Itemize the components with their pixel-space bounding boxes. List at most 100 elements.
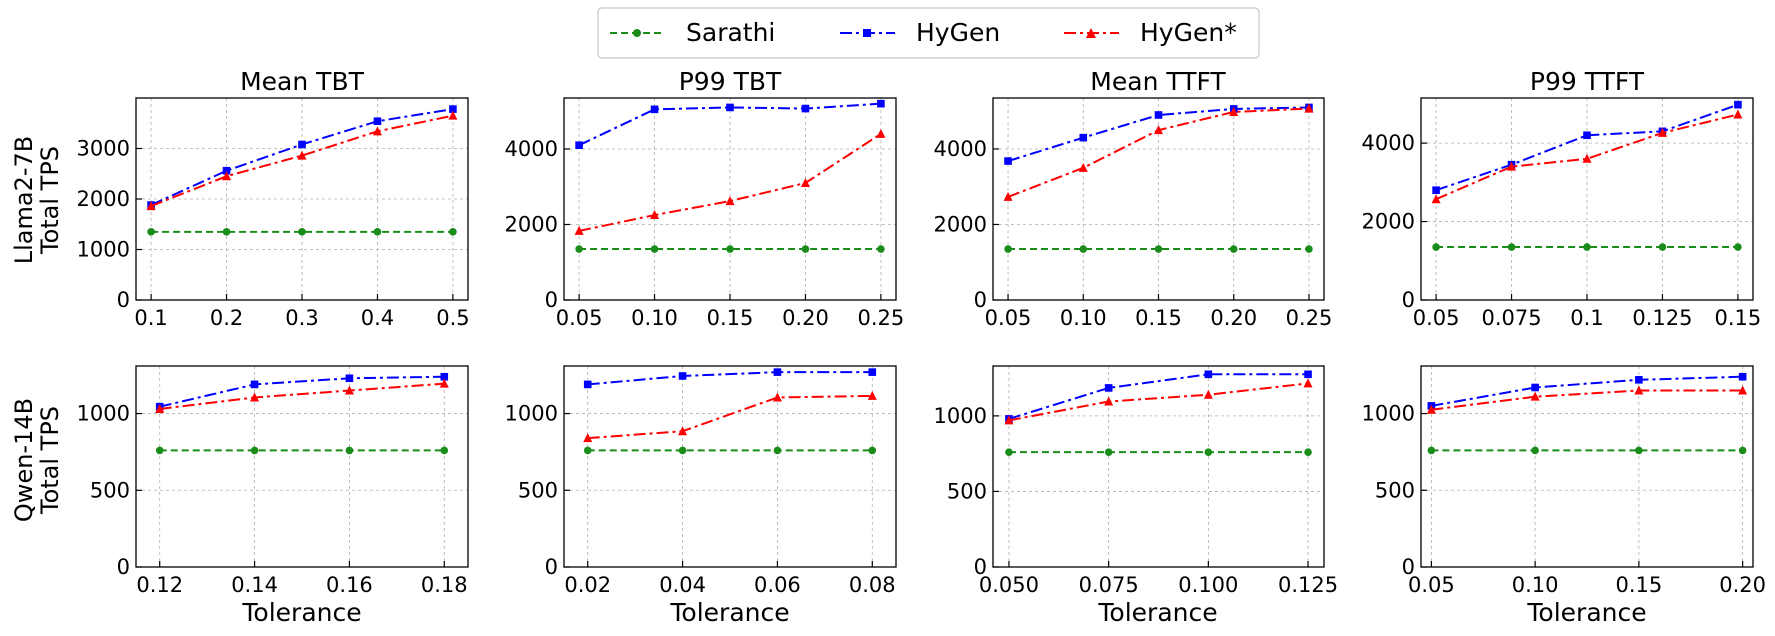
data-point-hygen-star — [344, 385, 354, 395]
data-point-hygen-star — [725, 196, 735, 206]
y-tick-label: 4000 — [934, 137, 987, 161]
y-tick-label: 0 — [545, 555, 558, 579]
series-sarathi — [1432, 243, 1742, 251]
data-point-hygen — [1104, 384, 1113, 392]
series-line-hygen — [159, 375, 445, 408]
data-point-hygen — [250, 380, 259, 389]
chart-panel-3: 0.05 0.10 0.15 0.20 0.25 0 2000 4000 — [934, 97, 1332, 330]
data-point-sarathi — [1658, 243, 1667, 251]
data-point-hygen-star — [1078, 162, 1088, 172]
x-tick-label: 0.20 — [782, 306, 829, 330]
data-point-sarathi — [1583, 243, 1591, 251]
series-sarathi — [147, 228, 457, 236]
series-hygen-star — [146, 110, 458, 211]
x-tick-label: 0.3 — [285, 306, 318, 330]
data-point-hygen-star — [1634, 385, 1644, 395]
column-title-mean-tbt: Mean TBT — [240, 67, 364, 96]
series-line-hygen-star — [587, 394, 873, 440]
data-point-sarathi — [650, 245, 659, 253]
legend-marker-sarathi — [633, 29, 641, 37]
x-axis-label-col2: Tolerance — [669, 598, 789, 627]
y-tick-label: 1000 — [77, 238, 130, 262]
legend-label-sarathi: Sarathi — [686, 18, 775, 47]
y-tick-label: 1000 — [934, 404, 987, 428]
series-sarathi — [155, 446, 449, 455]
data-point-hygen — [1635, 376, 1643, 384]
data-point-sarathi — [1635, 446, 1643, 455]
data-point-sarathi — [1154, 245, 1163, 253]
data-point-hygen-star — [772, 392, 782, 402]
data-point-hygen — [650, 105, 659, 114]
x-tick-label: 0.20 — [1210, 306, 1257, 330]
data-point-hygen — [298, 140, 306, 149]
y-tick-label: 500 — [518, 478, 558, 502]
x-tick-label: 0.20 — [1719, 573, 1766, 597]
x-axis-label-col4: Tolerance — [1526, 598, 1646, 627]
y-tick-label: 0 — [545, 288, 558, 312]
data-point-sarathi — [801, 245, 810, 253]
x-tick-label: 0.075 — [1079, 573, 1139, 597]
data-point-sarathi — [373, 228, 382, 236]
y-tick-label: 500 — [1375, 478, 1415, 502]
data-point-hygen-star — [1303, 378, 1313, 388]
legend: Sarathi HyGen HyGen* — [597, 7, 1260, 59]
data-point-hygen-star — [1304, 103, 1314, 113]
x-tick-label: 0.25 — [858, 306, 905, 330]
data-point-sarathi — [1304, 448, 1312, 456]
data-point-hygen — [1079, 133, 1088, 142]
data-point-sarathi — [1432, 243, 1440, 251]
data-point-sarathi — [1427, 446, 1436, 455]
data-point-hygen-star — [650, 210, 660, 220]
x-tick-label: 0.050 — [979, 573, 1039, 597]
data-point-sarathi — [250, 446, 259, 455]
data-point-sarathi — [1079, 245, 1088, 253]
data-point-sarathi — [678, 446, 687, 455]
data-point-hygen-star — [678, 426, 688, 436]
data-point-sarathi — [1531, 446, 1539, 455]
x-tick-label: 0.05 — [556, 306, 603, 330]
y-tick-label: 1000 — [77, 402, 130, 426]
chart-panel-5: 0.12 0.14 0.16 0.18 0 500 1000 — [77, 365, 469, 597]
series-sarathi — [1427, 446, 1747, 455]
data-point-sarathi — [773, 446, 782, 455]
x-axis-label-col1: Tolerance — [241, 598, 361, 627]
legend-box — [597, 7, 1260, 59]
x-tick-label: 0.08 — [849, 573, 896, 597]
legend-marker-hygen-star — [1086, 28, 1096, 38]
data-point-sarathi — [1204, 448, 1213, 456]
x-tick-label: 0.04 — [659, 573, 706, 597]
y-tick-label: 500 — [90, 478, 130, 502]
series-line-hygen — [1431, 375, 1743, 407]
x-tick-label: 0.15 — [1135, 306, 1182, 330]
x-tick-label: 0.15 — [1615, 573, 1662, 597]
data-point-sarathi — [1305, 245, 1313, 253]
series-line-hygen-star — [150, 114, 454, 208]
data-point-hygen — [1304, 370, 1312, 379]
data-point-sarathi — [449, 228, 457, 236]
data-point-sarathi — [1104, 448, 1113, 456]
chart-panel-8: 0.05 0.10 0.15 0.20 0 500 1000 — [1362, 365, 1766, 597]
data-point-hygen-star — [372, 126, 382, 136]
y-tick-label: 500 — [947, 479, 987, 503]
data-point-sarathi — [440, 446, 449, 455]
column-title-p99-tbt: P99 TBT — [679, 67, 782, 96]
x-tick-label: 0.05 — [985, 306, 1032, 330]
x-tick-label: 0.18 — [421, 573, 468, 597]
y-tick-label: 0 — [117, 288, 130, 312]
series-hygen-star — [155, 378, 449, 413]
x-tick-label: 0.125 — [1632, 306, 1692, 330]
data-point-sarathi — [868, 446, 877, 455]
series-line-hygen — [578, 102, 881, 147]
data-point-hygen-star — [1530, 391, 1540, 401]
series-hygen-star — [1431, 109, 1743, 204]
x-tick-label: 0.02 — [564, 573, 611, 597]
data-point-hygen — [1583, 131, 1591, 140]
row-label-llama-line1: Llama2-7B — [10, 136, 38, 265]
data-point-hygen — [440, 372, 449, 381]
row-label-qwen-line2: Total TPS — [36, 406, 64, 515]
x-tick-label: 0.10 — [1060, 306, 1107, 330]
legend-entry-hygen: HyGen — [840, 18, 1000, 47]
x-tick-label: 0.15 — [707, 306, 754, 330]
series-hygen-star — [583, 390, 877, 443]
